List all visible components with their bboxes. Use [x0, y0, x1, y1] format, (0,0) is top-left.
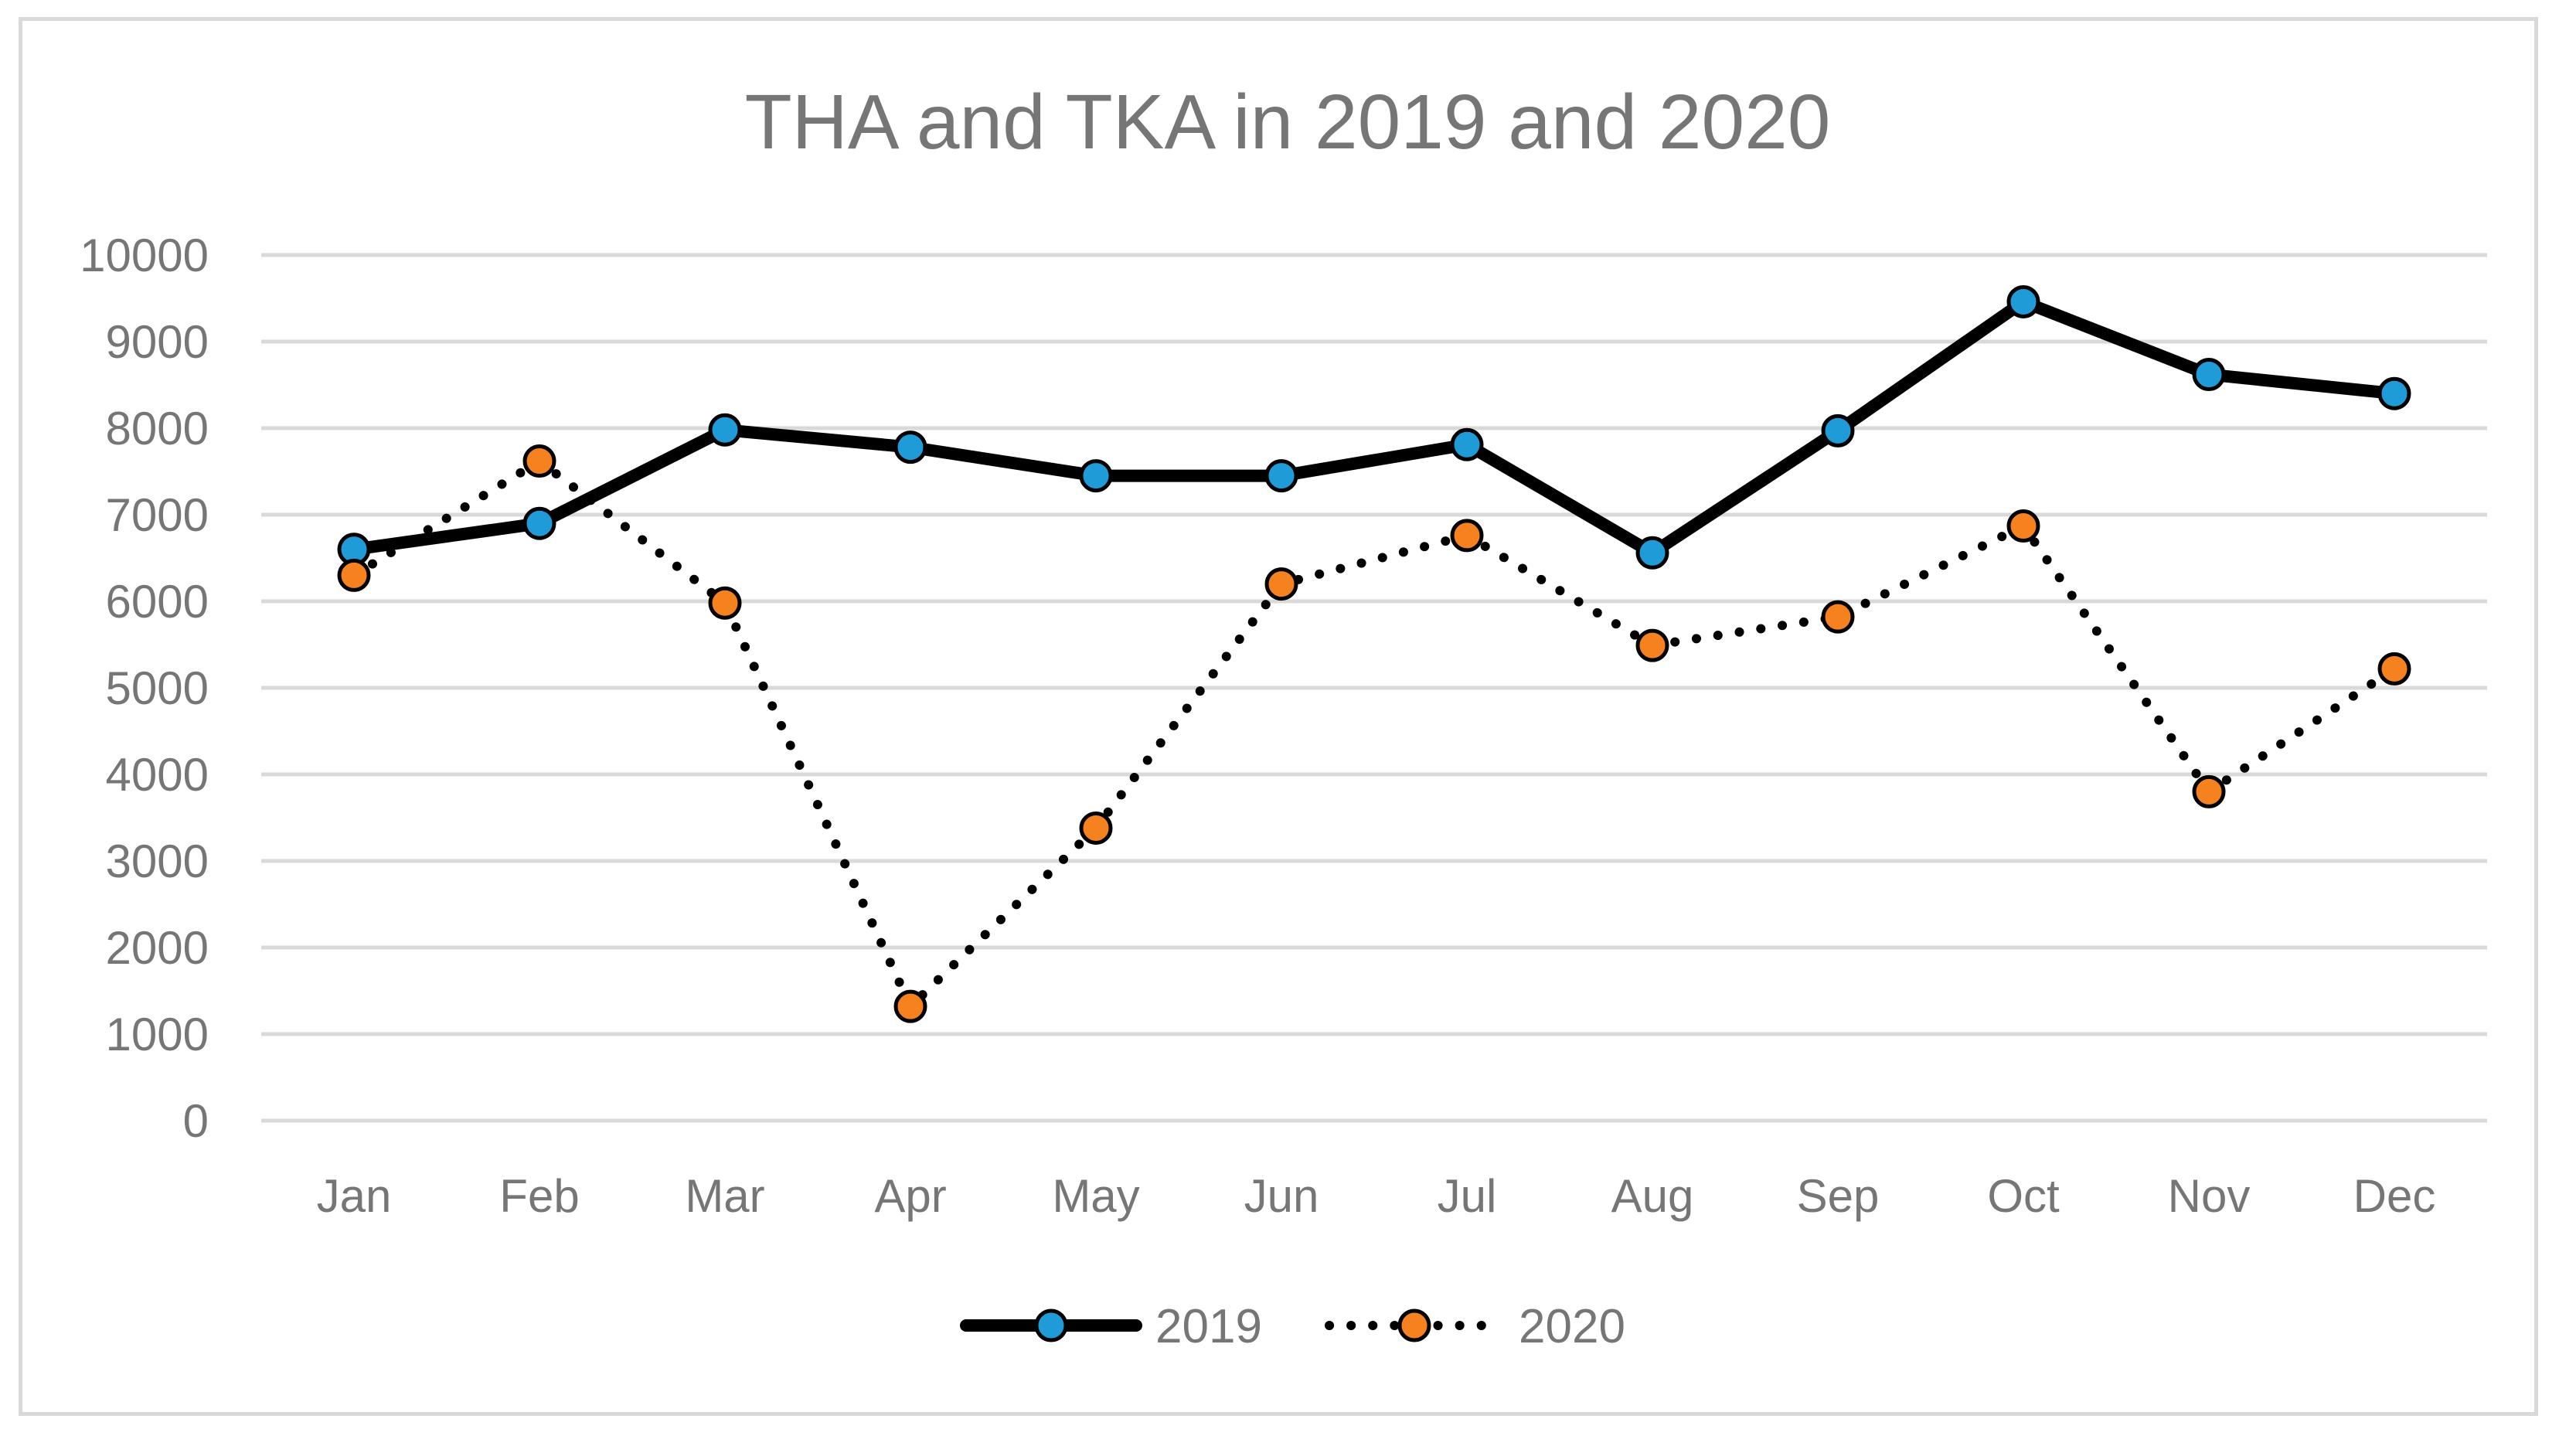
y-tick-label: 8000: [106, 403, 209, 454]
series-lines: [348, 295, 2401, 1012]
y-tick-label: 3000: [106, 835, 209, 887]
y-tick-label: 10000: [80, 230, 209, 281]
data-point-2019-May: [1079, 459, 1113, 493]
gridlines: [261, 253, 2487, 1123]
data-point-2020-Aug: [1635, 628, 1669, 662]
legend-marker-2019: [1034, 1308, 1068, 1342]
legend-item-2020: 2020: [1325, 1300, 1625, 1353]
data-point-2019-Mar: [708, 413, 742, 447]
chart-frame: [19, 17, 2538, 1416]
y-tick-label: 5000: [106, 662, 209, 714]
series-markers: [337, 284, 2411, 1023]
data-point-2020-Oct: [2006, 509, 2040, 543]
x-tick-label: Mar: [685, 1170, 764, 1222]
x-tick-label: Jan: [317, 1170, 392, 1222]
x-tick-label: Dec: [2353, 1170, 2436, 1222]
x-tick-label: Feb: [499, 1170, 579, 1222]
x-tick-label: Sep: [1797, 1170, 1880, 1222]
y-axis-ticks: 0 1000 2000 3000 4000 5000 6000 7000 8000 9000 100…: [80, 230, 209, 1147]
data-point-2019-Sep: [1821, 413, 1855, 447]
data-point-2019-Feb: [522, 506, 556, 540]
data-point-2019-Apr: [893, 430, 927, 464]
series-line-2019: [348, 295, 2401, 560]
series-line-2020: [349, 456, 2399, 1012]
x-tick-label: Jun: [1244, 1170, 1319, 1222]
data-point-2020-Jan: [337, 558, 371, 592]
y-tick-label: 7000: [106, 489, 209, 541]
data-point-2019-Jun: [1264, 459, 1298, 493]
data-point-2020-Apr: [893, 989, 927, 1023]
y-tick-label: 9000: [106, 316, 209, 368]
data-point-2020-Sep: [1821, 600, 1855, 634]
x-tick-label: Apr: [874, 1170, 946, 1222]
x-tick-label: Jul: [1438, 1170, 1497, 1222]
data-point-2020-Jul: [1450, 519, 1484, 553]
data-point-2020-Nov: [2192, 774, 2226, 808]
y-tick-label: 0: [183, 1095, 209, 1147]
x-tick-label: May: [1052, 1170, 1139, 1222]
data-point-2020-Mar: [708, 586, 742, 620]
data-point-2019-Dec: [2377, 376, 2411, 410]
x-axis-ticks: Jan Feb Mar Apr May Jun Jul Aug Sep Oct Nov Dec: [317, 1170, 2436, 1222]
data-point-2019-Oct: [2006, 284, 2040, 318]
data-point-2019-Jul: [1450, 427, 1484, 461]
legend-marker-2020: [1397, 1308, 1431, 1342]
data-point-2020-Dec: [2377, 652, 2411, 686]
legend-label-2020: 2020: [1519, 1300, 1625, 1353]
data-point-2019-Nov: [2192, 358, 2226, 392]
legend-item-2019: 2019: [960, 1300, 1262, 1353]
data-point-2020-Feb: [522, 444, 556, 478]
chart-title: THA and TKA in 2019 and 2020: [745, 79, 1831, 165]
y-tick-label: 2000: [106, 922, 209, 974]
legend-label-2019: 2019: [1155, 1300, 1262, 1353]
data-point-2020-May: [1079, 811, 1113, 845]
x-tick-label: Nov: [2168, 1170, 2251, 1222]
data-point-2020-Jun: [1264, 567, 1298, 601]
y-tick-label: 4000: [106, 749, 209, 801]
data-point-2019-Aug: [1635, 536, 1669, 570]
x-tick-label: Aug: [1611, 1170, 1694, 1222]
y-tick-label: 1000: [106, 1009, 209, 1060]
x-tick-label: Oct: [1987, 1170, 2060, 1222]
y-tick-label: 6000: [106, 576, 209, 628]
legend: 2019 2020: [960, 1300, 1625, 1353]
